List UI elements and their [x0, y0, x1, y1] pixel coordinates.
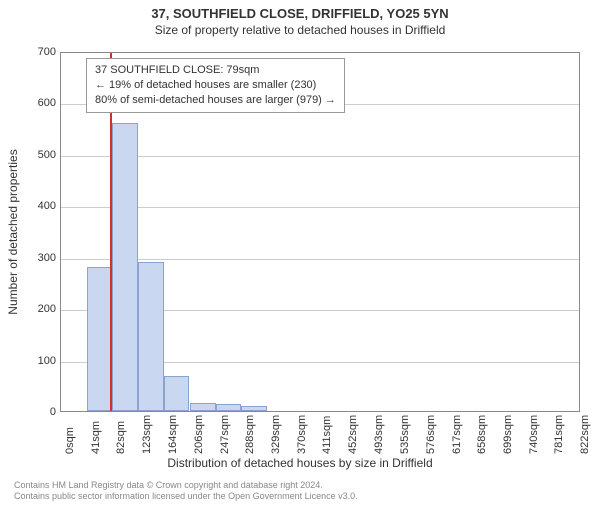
x-tick-label: 41sqm [90, 421, 102, 454]
y-axis-label: Number of detached properties [6, 149, 20, 314]
histogram-bar [241, 406, 267, 411]
x-tick-label: 740sqm [528, 415, 540, 454]
y-tick-label: 400 [0, 200, 56, 212]
y-tick-label: 500 [0, 149, 56, 161]
x-tick-label: 658sqm [476, 415, 488, 454]
y-tick-label: 100 [0, 355, 56, 367]
footer-line-2: Contains public sector information licen… [14, 491, 358, 502]
footer-line-1: Contains HM Land Registry data © Crown c… [14, 480, 358, 491]
footer-attribution: Contains HM Land Registry data © Crown c… [14, 480, 358, 503]
x-tick-label: 288sqm [244, 415, 256, 454]
legend-line-property: 37 SOUTHFIELD CLOSE: 79sqm [95, 63, 336, 78]
histogram-bar [138, 262, 164, 411]
y-tick-label: 200 [0, 303, 56, 315]
y-tick-label: 300 [0, 252, 56, 264]
gridline [61, 259, 579, 260]
page-title: 37, SOUTHFIELD CLOSE, DRIFFIELD, YO25 5Y… [0, 6, 600, 21]
gridline [61, 156, 579, 157]
x-tick-label: 822sqm [579, 415, 591, 454]
x-tick-label: 123sqm [141, 415, 153, 454]
x-tick-label: 0sqm [64, 427, 76, 454]
histogram-bar [112, 123, 138, 411]
x-tick-label: 329sqm [270, 415, 282, 454]
x-tick-label: 493sqm [373, 415, 385, 454]
x-tick-label: 576sqm [425, 415, 437, 454]
histogram-bar [164, 376, 190, 411]
legend-box: 37 SOUTHFIELD CLOSE: 79sqm ← 19% of deta… [86, 58, 345, 113]
x-tick-label: 452sqm [347, 415, 359, 454]
histogram-bar [87, 267, 113, 411]
x-tick-label: 699sqm [502, 415, 514, 454]
gridline [61, 207, 579, 208]
x-tick-label: 411sqm [321, 416, 333, 454]
x-tick-label: 164sqm [167, 415, 179, 454]
y-tick-label: 700 [0, 46, 56, 58]
x-axis-label: Distribution of detached houses by size … [0, 456, 600, 470]
y-tick-label: 0 [0, 406, 56, 418]
x-tick-label: 206sqm [193, 415, 205, 454]
x-tick-label: 535sqm [399, 415, 411, 454]
x-tick-label: 617sqm [451, 415, 463, 454]
x-tick-label: 370sqm [296, 415, 308, 454]
x-tick-label: 781sqm [553, 415, 565, 454]
y-tick-label: 600 [0, 97, 56, 109]
x-tick-label: 82sqm [115, 421, 127, 454]
chart-subtitle: Size of property relative to detached ho… [0, 23, 600, 37]
legend-line-larger: 80% of semi-detached houses are larger (… [95, 93, 336, 108]
histogram-bar [216, 404, 242, 411]
histogram-bar [190, 403, 216, 411]
x-tick-label: 247sqm [219, 415, 231, 454]
legend-line-smaller: ← 19% of detached houses are smaller (23… [95, 78, 336, 93]
